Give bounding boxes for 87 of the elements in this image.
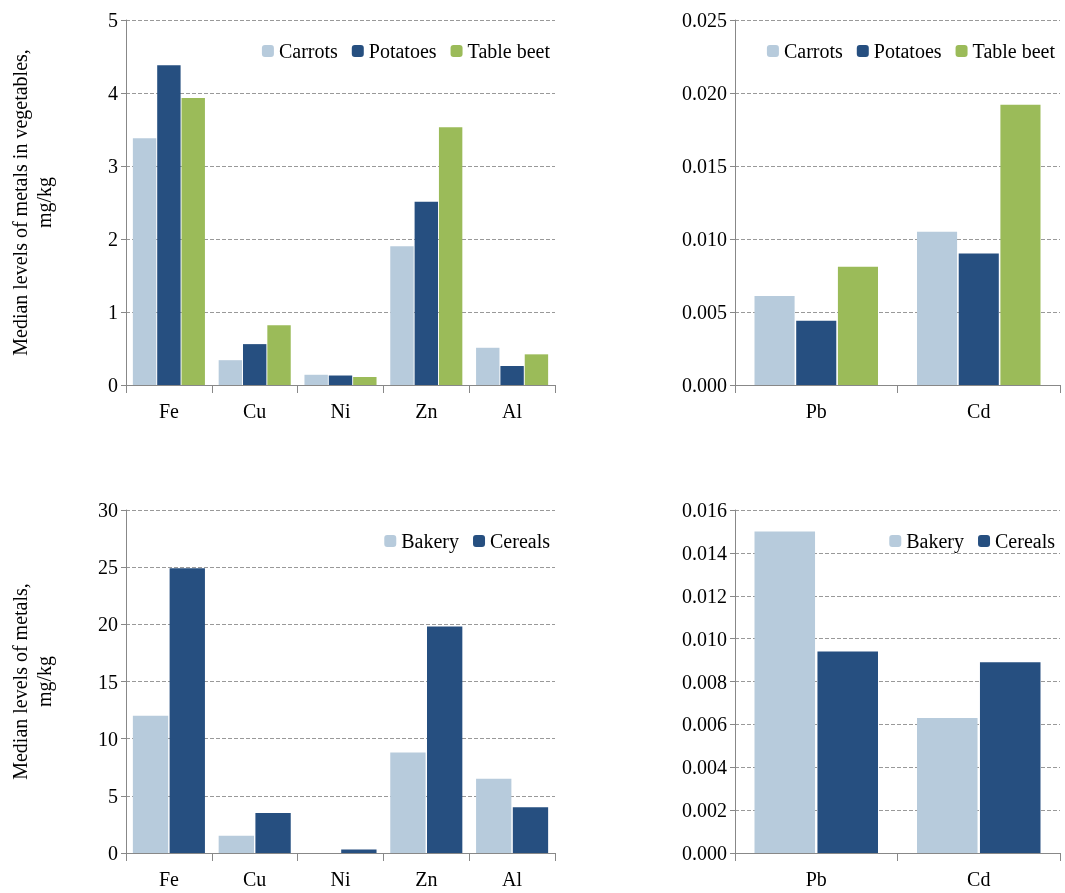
bar [438,127,463,385]
bar [796,320,837,385]
bar [917,231,958,385]
bar [132,715,169,853]
bar [390,246,414,385]
bar [243,344,267,385]
y-tick-label: 0.004 [682,756,727,779]
bar [917,717,978,853]
y-tick-label: 5 [108,784,118,807]
x-tick-label: Cd [967,400,991,422]
bar [512,807,549,853]
bar [157,65,181,385]
y-tick-label: 0.016 [682,499,727,521]
bar [427,626,463,853]
y-tick-label: 2 [108,228,118,250]
y-tick-label: 0 [108,842,118,864]
y-tick-label: 0.002 [682,799,727,822]
bar [169,568,205,853]
bar [500,366,524,385]
y-tick-label: 10 [98,727,118,750]
x-tick-label: Al [502,868,523,890]
legend-label: Bakery [906,530,965,553]
y-axis-title: Median levels of metals in vegetables, mg/kg [9,49,56,356]
y-tick-label: 25 [98,556,118,579]
y-tick-label: 0.020 [682,82,727,104]
bar [353,376,377,385]
x-tick-label: Ni [330,868,351,890]
bar [754,295,795,385]
bar [1000,104,1041,385]
y-tick-label: 30 [98,499,118,521]
legend-label: Cereals [995,530,1056,552]
legend-label: Potatoes [368,40,437,62]
x-tick-label: Pb [805,868,827,890]
bar [328,375,353,385]
x-tick-label: Ni [330,400,351,422]
y-tick-label: 0.015 [682,155,727,177]
bar [132,138,157,385]
bar [304,374,328,385]
y-axis-title: Median levels of metals, mg/kg [9,583,56,780]
y-tick-label: 15 [98,670,118,693]
legend-label: Cereals [490,530,551,552]
bar [267,325,291,385]
y-tick-label: 0.010 [682,627,727,650]
y-tick-label: 0.006 [682,713,727,736]
y-tick-label: 4 [108,82,118,104]
bar [979,662,1041,853]
y-tick-label: 1 [108,301,118,323]
y-tick-label: 0.005 [682,301,727,323]
legend-label: Carrots [278,40,338,62]
y-tick-label: 0.000 [682,842,727,864]
bar [414,201,438,385]
y-tick-label: 0 [108,374,118,396]
y-tick-label: 20 [98,613,118,636]
y-tick-label: 0.008 [682,670,727,693]
legend-label: Table beet [467,40,551,62]
x-tick-label: Cu [243,400,267,422]
bar [218,360,243,385]
bar [476,778,512,853]
y-tick-label: 5 [108,9,118,31]
legend-label: Carrots [783,40,843,62]
x-tick-label: Zn [415,868,438,890]
legend-label: Table beet [972,40,1056,62]
y-tick-label: 0.010 [682,228,727,250]
y-tick-label: 0.012 [682,584,727,607]
bar [754,531,816,853]
y-tick-label: 3 [108,155,118,177]
bar [837,266,878,385]
bar [181,98,205,385]
bar [817,651,878,853]
x-tick-label: Fe [158,868,180,890]
legend-label: Bakery [401,530,460,553]
y-tick-label: 0.000 [682,374,727,396]
bar [390,752,426,853]
x-tick-label: Zn [415,400,438,422]
x-tick-label: Cu [243,868,267,890]
x-tick-label: Al [502,400,523,422]
bar [218,835,254,853]
x-tick-label: Fe [158,400,180,422]
bar [476,347,500,385]
bar [958,253,999,385]
legend-label: Potatoes [873,40,942,62]
y-tick-label: 0.025 [682,9,727,31]
x-tick-label: Cd [967,868,991,890]
x-tick-label: Pb [805,400,827,422]
bar [255,812,291,853]
bar [524,354,549,385]
y-tick-label: 0.014 [682,541,727,564]
